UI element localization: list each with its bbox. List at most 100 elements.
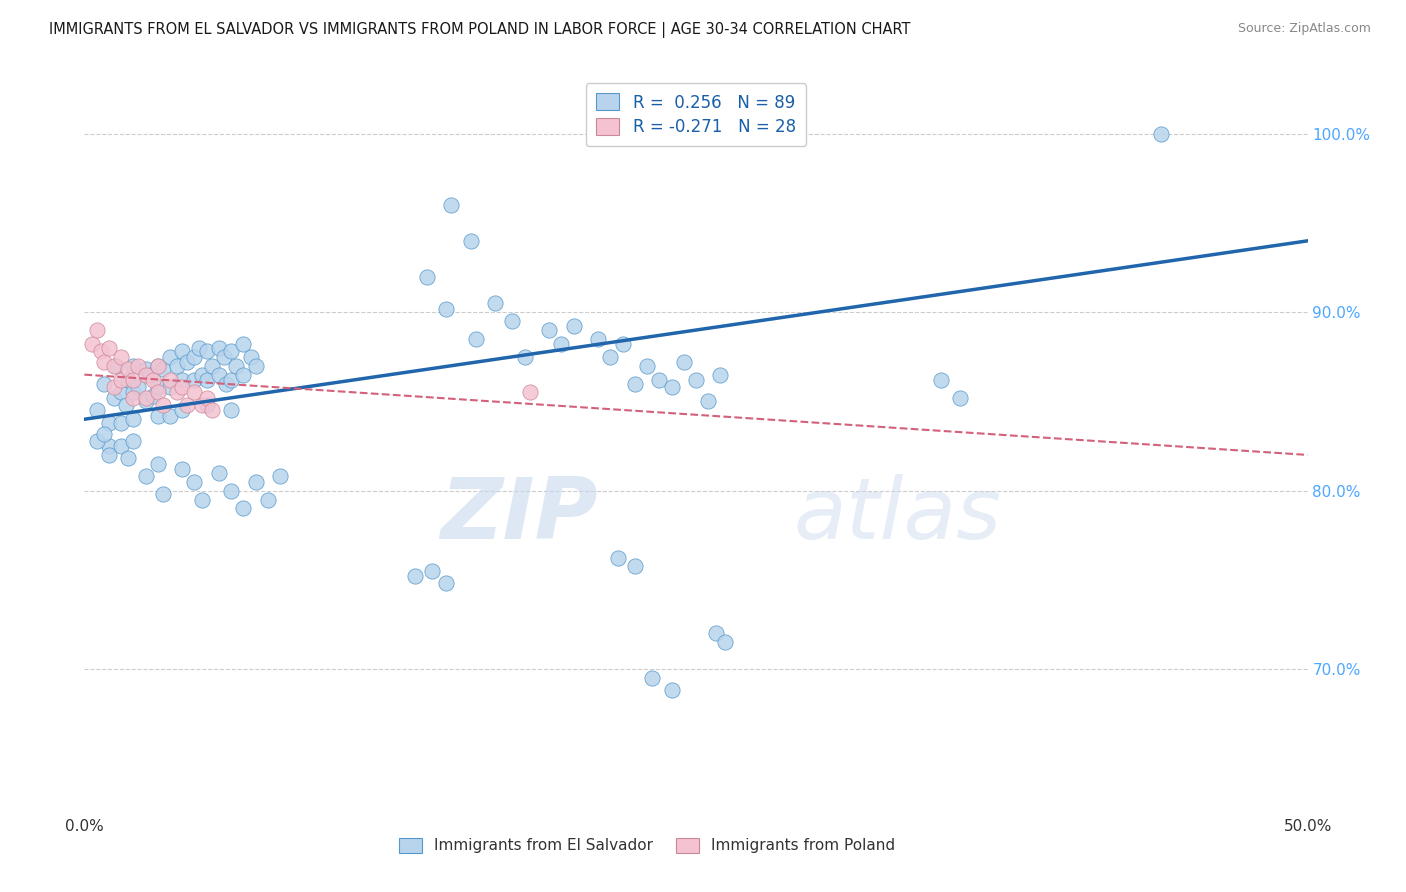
Point xyxy=(636,359,658,373)
Point xyxy=(704,626,727,640)
Point xyxy=(93,426,115,441)
Point xyxy=(103,380,125,394)
Point xyxy=(709,368,731,382)
Point xyxy=(219,344,242,359)
Point xyxy=(183,373,205,387)
Point xyxy=(436,301,458,316)
Point xyxy=(550,337,572,351)
Point xyxy=(146,385,169,400)
Point xyxy=(195,391,218,405)
Point xyxy=(172,344,194,359)
Point xyxy=(624,558,647,573)
Point xyxy=(641,671,664,685)
Point xyxy=(117,362,139,376)
Point xyxy=(97,439,120,453)
Point xyxy=(110,373,132,387)
Point xyxy=(135,391,157,405)
Point xyxy=(648,373,671,387)
Point xyxy=(420,564,443,578)
Point xyxy=(135,362,157,376)
Point xyxy=(117,451,139,466)
Point xyxy=(159,373,181,387)
Point xyxy=(606,551,628,566)
Point xyxy=(93,355,115,369)
Point xyxy=(80,337,103,351)
Point xyxy=(195,398,218,412)
Point xyxy=(232,337,254,351)
Point xyxy=(152,362,174,376)
Point xyxy=(135,368,157,382)
Point xyxy=(183,350,205,364)
Point xyxy=(110,385,132,400)
Point xyxy=(142,373,165,387)
Point xyxy=(672,355,695,369)
Point xyxy=(122,391,145,405)
Point xyxy=(562,319,585,334)
Point xyxy=(172,403,194,417)
Point xyxy=(97,416,120,430)
Point xyxy=(215,376,238,391)
Point xyxy=(949,391,972,405)
Point xyxy=(191,398,214,412)
Point xyxy=(188,341,211,355)
Point xyxy=(122,385,145,400)
Point xyxy=(122,359,145,373)
Point xyxy=(460,234,482,248)
Point xyxy=(269,469,291,483)
Point xyxy=(929,373,952,387)
Point xyxy=(245,475,267,489)
Point xyxy=(139,368,162,382)
Point xyxy=(122,412,145,426)
Point xyxy=(404,569,426,583)
Point xyxy=(146,359,169,373)
Point xyxy=(440,198,463,212)
Point xyxy=(110,416,132,430)
Point xyxy=(513,350,536,364)
Point xyxy=(219,483,242,498)
Point xyxy=(599,350,621,364)
Point xyxy=(624,376,647,391)
Text: ZIP: ZIP xyxy=(440,474,598,558)
Point xyxy=(219,373,242,387)
Point xyxy=(110,439,132,453)
Point xyxy=(714,635,737,649)
Point xyxy=(159,409,181,423)
Point xyxy=(1150,127,1173,141)
Point xyxy=(685,373,707,387)
Point xyxy=(464,332,486,346)
Point xyxy=(176,355,198,369)
Point xyxy=(166,359,188,373)
Point xyxy=(86,323,108,337)
Point xyxy=(697,394,720,409)
Text: Source: ZipAtlas.com: Source: ZipAtlas.com xyxy=(1237,22,1371,36)
Point xyxy=(159,380,181,394)
Point xyxy=(122,434,145,448)
Text: atlas: atlas xyxy=(794,474,1002,558)
Point xyxy=(416,269,439,284)
Legend: Immigrants from El Salvador, Immigrants from Poland: Immigrants from El Salvador, Immigrants … xyxy=(392,831,901,860)
Point xyxy=(152,487,174,501)
Point xyxy=(484,296,506,310)
Point xyxy=(135,394,157,409)
Point xyxy=(200,359,222,373)
Point xyxy=(172,373,194,387)
Point xyxy=(176,398,198,412)
Point xyxy=(146,409,169,423)
Point xyxy=(110,350,132,364)
Point xyxy=(195,373,218,387)
Point xyxy=(127,359,149,373)
Point xyxy=(586,332,609,346)
Point xyxy=(502,314,524,328)
Point xyxy=(146,380,169,394)
Point xyxy=(436,576,458,591)
Point xyxy=(239,350,262,364)
Point xyxy=(257,492,280,507)
Point xyxy=(208,368,231,382)
Point xyxy=(232,501,254,516)
Point xyxy=(97,341,120,355)
Point xyxy=(105,359,128,373)
Point xyxy=(225,359,247,373)
Point xyxy=(86,434,108,448)
Point xyxy=(135,469,157,483)
Point xyxy=(146,457,169,471)
